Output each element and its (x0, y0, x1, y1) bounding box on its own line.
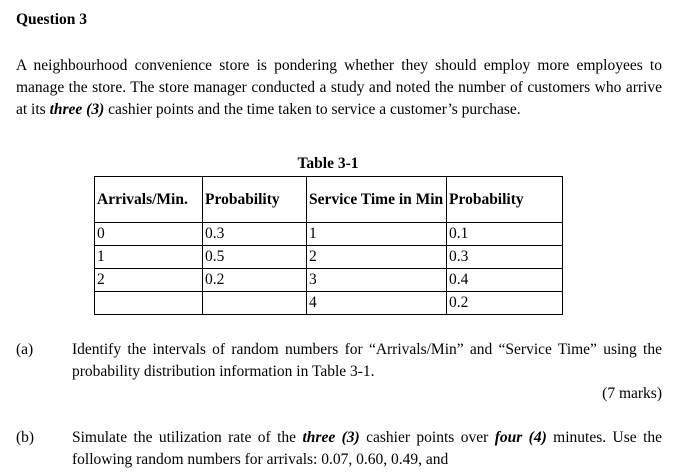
table-cell: 0.2 (202, 268, 307, 292)
part-a: (a) Identify the intervals of random num… (16, 339, 662, 405)
table-cell: 0.3 (446, 245, 563, 269)
part-a-label: (a) (16, 341, 34, 358)
part-b: (b) Simulate the utilization rate of the… (16, 427, 662, 471)
table-3-1: Arrivals/Min. Probability Service Time i… (94, 176, 563, 315)
question-parts: (a) Identify the intervals of random num… (16, 339, 662, 471)
table-cell: 0.1 (446, 222, 563, 246)
table-cell: 4 (306, 291, 447, 315)
table-cell: 0.3 (202, 222, 307, 246)
table-cell: 0.5 (202, 245, 307, 269)
table-cell: 3 (306, 268, 447, 292)
part-b-emphasis-four: four (4) (494, 429, 547, 446)
part-a-text: Identify the intervals of random numbers… (72, 341, 662, 380)
header-service-probability: Probability (446, 176, 563, 223)
part-b-body: Simulate the utilization rate of the thr… (72, 427, 662, 471)
table-row: 1 0.5 2 0.3 (94, 245, 563, 269)
part-a-body: Identify the intervals of random numbers… (72, 339, 662, 405)
part-b-emphasis-three: three (3) (302, 429, 360, 446)
header-arrivals-probability: Probability (202, 176, 307, 223)
header-arrivals: Arrivals/Min. (94, 176, 203, 223)
part-a-marks: (7 marks) (602, 385, 662, 402)
table-cell: 1 (94, 245, 203, 269)
intro-text-1: A neighbourhood convenience store is pon… (16, 57, 662, 118)
table-row: 2 0.2 3 0.4 (94, 268, 563, 292)
part-b-label: (b) (16, 429, 35, 446)
table-row: 4 0.2 (94, 291, 563, 315)
part-b-text-1: Simulate the utilization rate of the (72, 429, 303, 446)
part-b-text-2: cashier points over (359, 429, 495, 446)
table-cell: 0 (94, 222, 203, 246)
intro-emphasis-three: three (3) (49, 101, 105, 118)
header-service-time: Service Time in Min (306, 176, 447, 223)
table-cell: 2 (306, 245, 447, 269)
table-cell (202, 291, 307, 315)
part-b-text-3: minutes. Use the following random number… (72, 429, 663, 468)
table-header-row: Arrivals/Min. Probability Service Time i… (94, 176, 563, 223)
table-cell: 1 (306, 222, 447, 246)
table-cell: 0.2 (446, 291, 563, 315)
table-cell: 0.4 (446, 268, 563, 292)
table-cell (94, 291, 203, 315)
intro-text-2: cashier points and the time taken to ser… (104, 101, 521, 118)
table-cell: 2 (94, 268, 203, 292)
table-block: Table 3-1 Arrivals/Min. Probability Serv… (94, 153, 563, 315)
table-caption: Table 3-1 (297, 155, 359, 172)
intro-paragraph: A neighbourhood convenience store is pon… (16, 55, 662, 121)
question-title: Question 3 (16, 11, 88, 28)
table-row: 0 0.3 1 0.1 (94, 222, 563, 246)
